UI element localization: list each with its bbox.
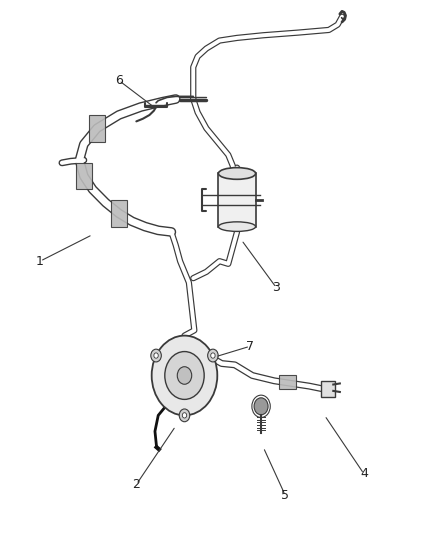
Text: 3: 3	[272, 281, 280, 294]
Circle shape	[207, 349, 218, 362]
FancyBboxPatch shape	[76, 163, 92, 189]
Text: 4: 4	[359, 467, 367, 480]
FancyBboxPatch shape	[218, 173, 255, 227]
Circle shape	[177, 367, 191, 384]
FancyBboxPatch shape	[320, 381, 334, 397]
FancyBboxPatch shape	[89, 115, 105, 142]
Circle shape	[254, 398, 268, 415]
Text: 6: 6	[115, 74, 123, 87]
Circle shape	[151, 349, 161, 362]
Circle shape	[210, 353, 215, 358]
Text: 7: 7	[246, 340, 254, 353]
Circle shape	[154, 353, 158, 358]
Circle shape	[179, 409, 189, 422]
Ellipse shape	[218, 222, 255, 231]
Circle shape	[182, 413, 186, 418]
Circle shape	[151, 336, 217, 415]
Circle shape	[164, 352, 204, 399]
Text: 1: 1	[36, 255, 44, 268]
FancyBboxPatch shape	[278, 375, 295, 389]
Ellipse shape	[218, 167, 255, 179]
Text: 2: 2	[132, 478, 140, 491]
Text: 5: 5	[280, 489, 289, 502]
FancyBboxPatch shape	[111, 200, 127, 227]
